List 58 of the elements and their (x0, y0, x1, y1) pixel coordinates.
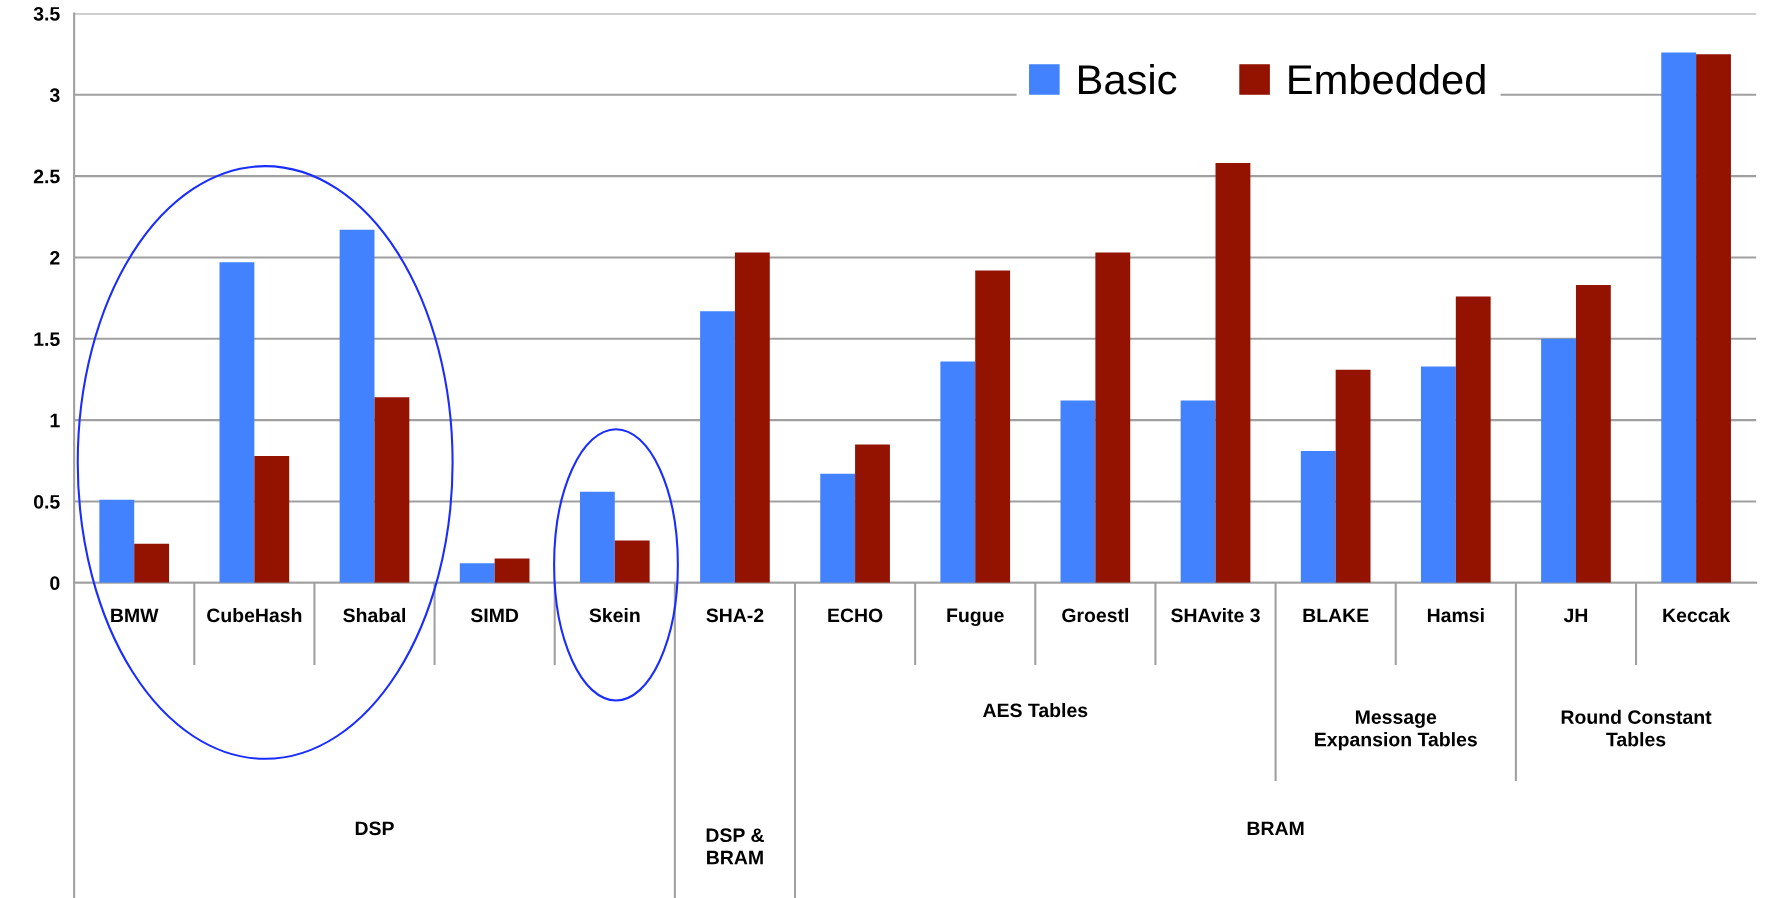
y-tick-label: 0 (50, 576, 60, 591)
bar (494, 558, 530, 583)
x-tick-label: Skein (589, 607, 640, 623)
y-tick-label: 3 (49, 88, 60, 103)
x-tick-label: CubeHash (207, 607, 302, 623)
y-tick-label: 2.5 (33, 169, 60, 184)
x-tick-label: ECHO (828, 608, 883, 623)
bar (940, 361, 976, 583)
legend-label: Basic (1079, 63, 1177, 95)
x-tick-label: SHA-2 (706, 608, 764, 623)
bar (134, 543, 170, 583)
y-tick-label: 1.5 (34, 332, 60, 347)
text: Message Expansion Tables (1315, 710, 1477, 751)
bar (1420, 366, 1456, 583)
bar (1095, 252, 1131, 583)
text: BRAM (1247, 821, 1304, 836)
bar (1661, 52, 1697, 583)
y-tick-label: 1 (50, 413, 60, 428)
bar (254, 455, 290, 583)
bar (734, 252, 770, 583)
text: AES Tables (983, 702, 1088, 718)
text: DSP & BRAM (706, 828, 764, 865)
bar (975, 270, 1011, 583)
y-tick-label: 2 (50, 250, 60, 265)
bar (820, 473, 856, 583)
bar (614, 540, 650, 583)
bar (1335, 369, 1371, 583)
x-tick-label: SHAvite 3 (1171, 607, 1260, 623)
legend-label: Embedded (1289, 63, 1485, 95)
y-tick-label: 3.5 (33, 6, 60, 21)
bar (374, 397, 410, 583)
x-tick-label: Shabal (343, 607, 405, 623)
bar (1300, 451, 1336, 583)
bar (579, 491, 615, 583)
bar (1180, 400, 1216, 583)
x-tick-label: SIMD (470, 608, 519, 623)
bar (855, 444, 890, 583)
bar (1696, 54, 1731, 583)
x-tick-label: BMW (111, 608, 159, 623)
bar (700, 311, 735, 583)
bar (219, 262, 255, 583)
x-tick-label: JH (1563, 608, 1588, 623)
bar (1455, 296, 1491, 583)
text: Round Constant Tables (1561, 709, 1712, 747)
bar (99, 499, 135, 583)
y-tick-label: 0.5 (33, 494, 60, 509)
bar (339, 229, 375, 583)
bar (459, 563, 495, 583)
bar (1541, 338, 1576, 583)
x-tick-label: Hamsi (1427, 607, 1484, 623)
text: DSP (355, 821, 394, 836)
x-tick-label: Keccak (1663, 607, 1731, 623)
bar (1060, 400, 1096, 583)
bar (1215, 163, 1251, 583)
x-tick-label: Groestl (1062, 607, 1129, 623)
x-tick-label: BLAKE (1303, 608, 1369, 623)
bar (1575, 285, 1611, 583)
x-tick-label: Fugue (947, 608, 1004, 627)
